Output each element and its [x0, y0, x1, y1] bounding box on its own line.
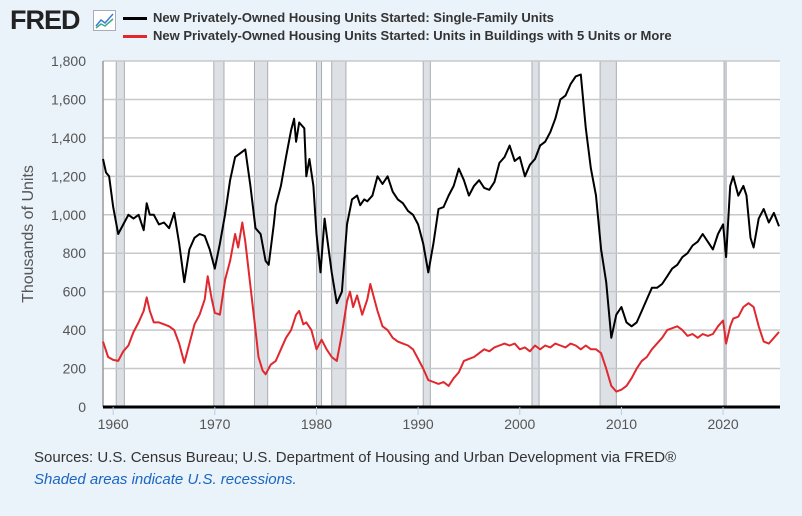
x-tick-label: 1990 — [403, 416, 434, 432]
x-tick-label: 1960 — [98, 416, 129, 432]
legend-item-multifamily[interactable]: New Privately-Owned Housing Units Starte… — [123, 28, 672, 43]
y-tick-label: 1,400 — [51, 130, 86, 146]
fred-logo[interactable]: FRED — [10, 5, 80, 35]
x-tick-label: 2000 — [504, 416, 535, 432]
legend-swatch-red — [123, 35, 147, 39]
legend-item-single-family[interactable]: New Privately-Owned Housing Units Starte… — [123, 10, 554, 25]
y-tick-label: 1,200 — [51, 168, 86, 184]
line-chart-icon — [93, 10, 116, 31]
x-tick-label: 2020 — [707, 416, 738, 432]
plot-area — [103, 61, 780, 407]
y-tick-label: 800 — [63, 245, 87, 261]
y-tick-label: 1,800 — [51, 53, 86, 69]
x-tick-label: 2010 — [606, 416, 637, 432]
legend-label: New Privately-Owned Housing Units Starte… — [153, 28, 672, 43]
x-tick-label: 1980 — [301, 416, 332, 432]
series-line-multifamily — [102, 221, 780, 393]
y-tick-label: 1,000 — [51, 207, 86, 223]
series-line-single-family — [102, 73, 780, 339]
y-tick-label: 600 — [63, 284, 87, 300]
x-tick-label: 1970 — [199, 416, 230, 432]
y-tick-label: 0 — [78, 399, 86, 415]
recession-band — [531, 60, 540, 408]
y-tick-label: 200 — [63, 361, 87, 377]
y-axis-title: Thousands of Units — [20, 165, 37, 303]
y-tick-label: 1,600 — [51, 91, 86, 107]
y-tick-label: 400 — [63, 322, 87, 338]
sources-text: Sources: U.S. Census Bureau; U.S. Depart… — [34, 449, 677, 466]
recession-band — [422, 60, 431, 408]
legend-swatch-black — [123, 17, 147, 21]
legend-label: New Privately-Owned Housing Units Starte… — [153, 10, 554, 25]
recession-note[interactable]: Shaded areas indicate U.S. recessions. — [34, 471, 297, 488]
